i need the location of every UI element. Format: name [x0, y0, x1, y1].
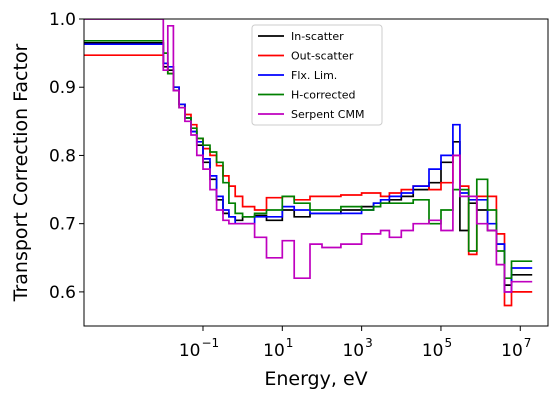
- plot-frame: [83, 18, 549, 327]
- x-axis-ticks: 10−1 101 103 105 107: [179, 326, 531, 361]
- series-line-4: [84, 19, 533, 293]
- legend-label: H-corrected: [291, 89, 356, 102]
- legend-label: Flx. Lim.: [291, 69, 337, 82]
- legend: In-scatter Out-scatter Flx. Lim. H-correcte…: [251, 24, 383, 126]
- plot-series: [84, 19, 533, 307]
- y-tick-label: 1.0: [49, 10, 76, 30]
- legend-label: In-scatter: [291, 30, 344, 43]
- x-tick-label: 10−1: [179, 336, 219, 361]
- y-tick-label: 0.8: [49, 146, 76, 166]
- legend-label: Out-scatter: [291, 50, 354, 63]
- x-tick-label: 107: [501, 336, 531, 361]
- y-axis-label: Transport Correction Factor: [10, 43, 32, 302]
- x-tick-label: 101: [263, 336, 293, 361]
- y-tick-label: 0.9: [49, 78, 76, 98]
- legend-label: Serpent CMM: [291, 108, 364, 121]
- y-tick-label: 0.7: [49, 215, 76, 235]
- y-axis-ticks: 0.6 0.7 0.8 0.9 1.0: [49, 10, 84, 303]
- x-axis-label: Energy, eV: [264, 368, 367, 390]
- legend-box: [251, 24, 383, 126]
- y-tick-label: 0.6: [49, 283, 76, 303]
- x-tick-label: 105: [422, 336, 452, 361]
- x-tick-label: 103: [342, 336, 372, 361]
